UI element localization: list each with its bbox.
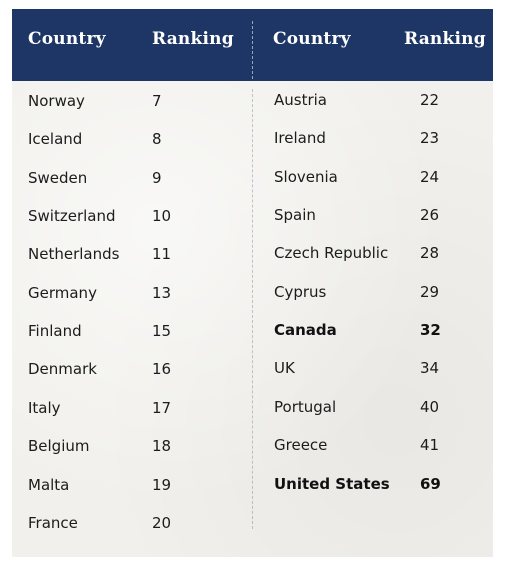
table-cell-ranking: 7 bbox=[152, 92, 162, 110]
table-cell-ranking: 34 bbox=[420, 359, 440, 377]
table-cell-ranking: 26 bbox=[420, 206, 440, 224]
header-country-right: Country bbox=[273, 29, 351, 49]
table-cell-ranking: 40 bbox=[420, 398, 440, 416]
table-cell-ranking: 32 bbox=[420, 321, 441, 339]
table-cell-ranking: 8 bbox=[152, 130, 162, 148]
table-cell-ranking: 22 bbox=[420, 91, 440, 109]
table-cell-ranking: 19 bbox=[152, 476, 172, 494]
table-cell-country: Slovenia bbox=[274, 168, 338, 186]
table-cell-country: Iceland bbox=[28, 130, 83, 148]
table-cell-country: Canada bbox=[274, 321, 337, 339]
table-cell-country: Czech Republic bbox=[274, 244, 389, 262]
header-ranking-left: Ranking bbox=[152, 29, 234, 49]
table-cell-ranking: 20 bbox=[152, 514, 172, 532]
table-cell-country: Austria bbox=[274, 91, 327, 109]
table-cell-country: UK bbox=[274, 359, 295, 377]
table-cell-country: Ireland bbox=[274, 129, 326, 147]
table-cell-country: United States bbox=[274, 475, 390, 493]
table-cell-country: Netherlands bbox=[28, 245, 120, 263]
header-country-left: Country bbox=[28, 29, 106, 49]
table-cell-ranking: 17 bbox=[152, 399, 172, 417]
table-cell-country: Denmark bbox=[28, 360, 97, 378]
table-cell-ranking: 13 bbox=[152, 284, 172, 302]
column-divider bbox=[252, 89, 253, 529]
table-cell-country: Belgium bbox=[28, 437, 90, 455]
table-cell-country: Malta bbox=[28, 476, 70, 494]
table-cell-country: Sweden bbox=[28, 169, 88, 187]
table-cell-country: France bbox=[28, 514, 78, 532]
table-cell-ranking: 11 bbox=[152, 245, 172, 263]
table-cell-ranking: 69 bbox=[420, 475, 441, 493]
table-cell-ranking: 18 bbox=[152, 437, 172, 455]
table-cell-ranking: 16 bbox=[152, 360, 172, 378]
table-cell-country: Italy bbox=[28, 399, 61, 417]
table-cell-ranking: 41 bbox=[420, 436, 440, 454]
ranking-table: Country Ranking Country Ranking Norway 7 I… bbox=[12, 9, 493, 557]
table-cell-ranking: 15 bbox=[152, 322, 172, 340]
table-cell-country: Spain bbox=[274, 206, 316, 224]
table-cell-country: Norway bbox=[28, 92, 85, 110]
table-cell-country: Switzerland bbox=[28, 207, 116, 225]
table-cell-ranking: 29 bbox=[420, 283, 440, 301]
header-ranking-right: Ranking bbox=[404, 29, 486, 49]
table-cell-country: Cyprus bbox=[274, 283, 327, 301]
table-header: Country Ranking Country Ranking bbox=[12, 9, 493, 81]
table-cell-ranking: 23 bbox=[420, 129, 440, 147]
table-cell-ranking: 28 bbox=[420, 244, 440, 262]
header-divider bbox=[252, 21, 253, 79]
table-cell-country: Germany bbox=[28, 284, 97, 302]
table-cell-ranking: 9 bbox=[152, 169, 162, 187]
table-cell-ranking: 10 bbox=[152, 207, 172, 225]
table-cell-country: Greece bbox=[274, 436, 328, 454]
table-cell-country: Portugal bbox=[274, 398, 337, 416]
table-cell-country: Finland bbox=[28, 322, 82, 340]
table-cell-ranking: 24 bbox=[420, 168, 440, 186]
